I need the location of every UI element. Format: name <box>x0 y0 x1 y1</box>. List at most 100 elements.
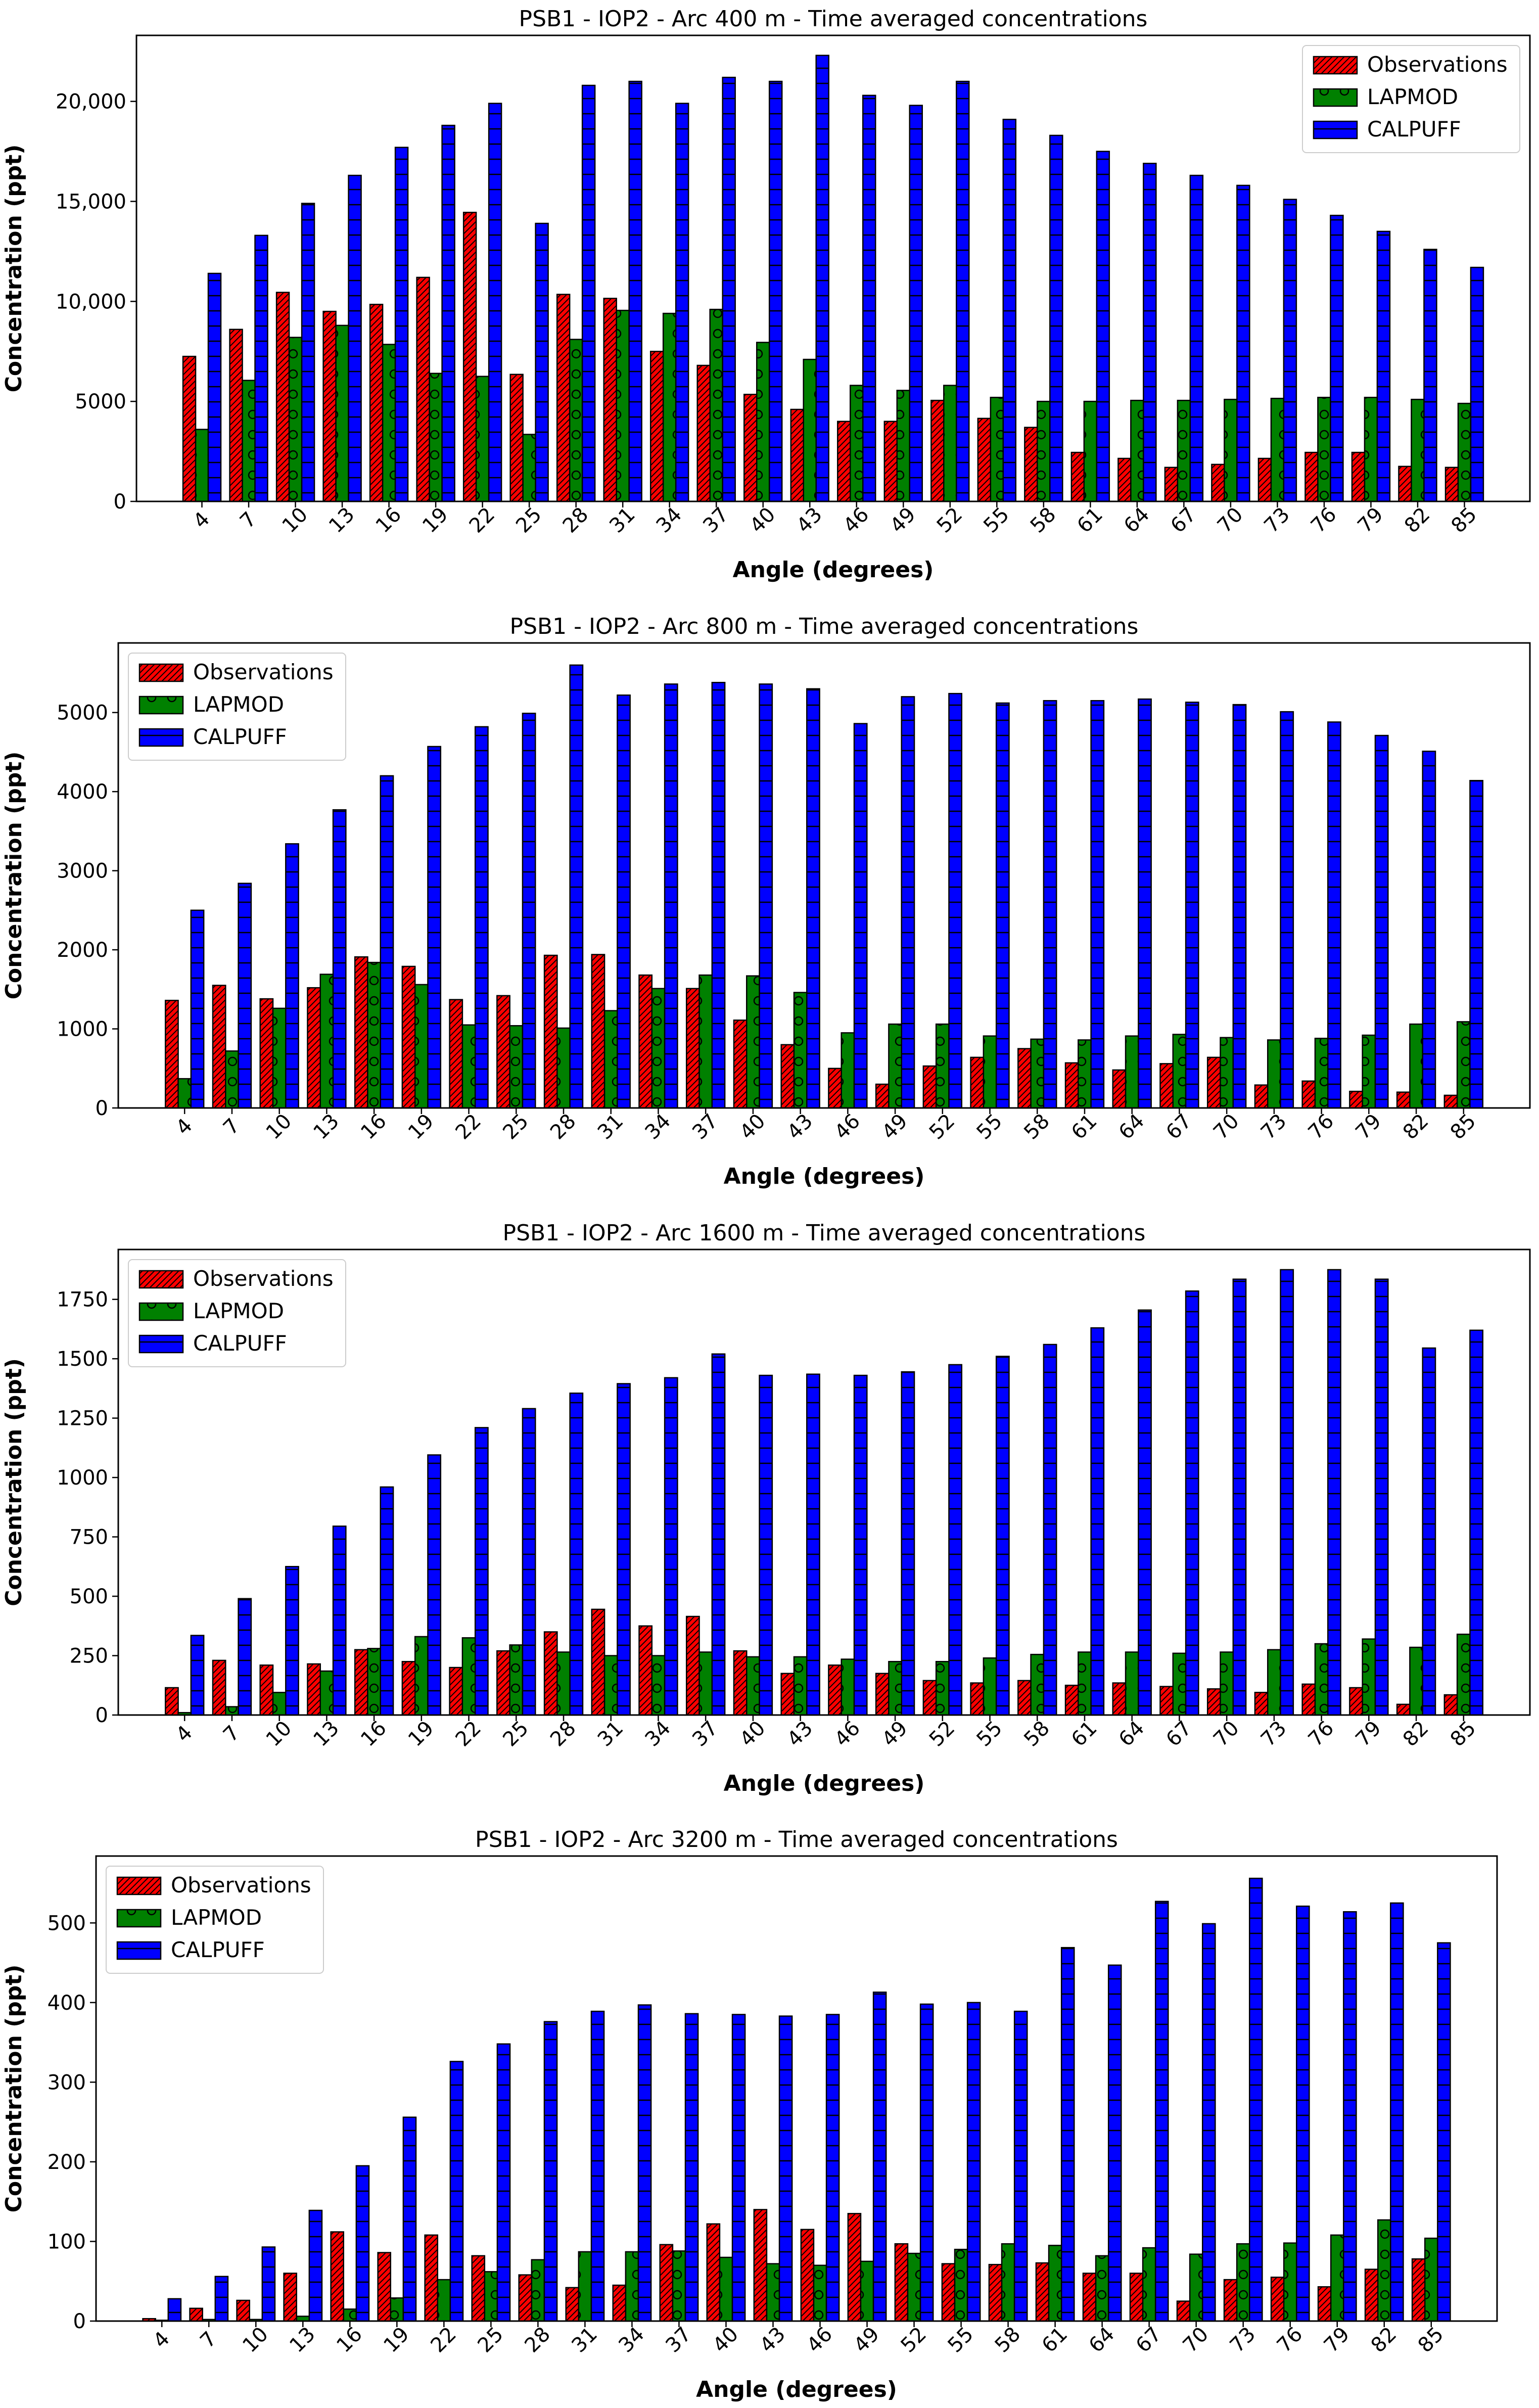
bar-hatch <box>1422 751 1436 1108</box>
bar-hatch <box>1173 1034 1186 1108</box>
bar-hatch <box>942 2263 955 2321</box>
x-axis-label: Angle (degrees) <box>733 557 934 583</box>
bar-hatch <box>841 1659 855 1715</box>
bar-hatch <box>909 105 922 501</box>
plot-frame <box>117 1248 1531 1716</box>
bar-hatch <box>165 1687 178 1715</box>
bar-hatch <box>639 975 652 1108</box>
bar-hatch <box>699 975 712 1108</box>
bar-hatch <box>663 313 676 501</box>
y-tick-label: 15,000 <box>56 190 126 213</box>
bar-hatch <box>790 409 804 501</box>
x-tick-label: 34 <box>652 503 687 538</box>
x-tick-label: 73 <box>1260 503 1294 538</box>
y-tick-label: 4000 <box>57 780 108 804</box>
bar-hatch <box>1237 185 1250 501</box>
bar-hatch <box>1177 2301 1190 2321</box>
x-tick-label: 85 <box>1447 503 1482 538</box>
y-tick-label: 1750 <box>57 1288 108 1312</box>
bar-hatch <box>1424 249 1437 501</box>
y-tick-label: 5000 <box>57 702 108 725</box>
bar-hatch <box>462 1025 476 1108</box>
bar-hatch <box>676 103 689 501</box>
x-tick-label: 61 <box>1067 1109 1102 1144</box>
bar-hatch <box>544 955 557 1108</box>
x-tick-label: 76 <box>1307 503 1341 538</box>
x-tick-label: 4 <box>189 507 215 533</box>
bar-hatch <box>557 1652 570 1715</box>
bar-hatch <box>1091 701 1104 1108</box>
x-tick-label: 16 <box>332 2323 367 2357</box>
y-tick-label: 250 <box>70 1645 108 1668</box>
x-tick-label: 82 <box>1398 1109 1433 1144</box>
bar-hatch <box>523 434 536 501</box>
x-tick-label: 37 <box>688 1109 723 1144</box>
y-tick-label: 0 <box>73 2310 86 2333</box>
bar-hatch <box>989 2264 1002 2321</box>
bar-hatch <box>557 1028 570 1108</box>
x-tick-label: 61 <box>1072 503 1107 538</box>
legend-swatch-hatch <box>139 1271 183 1288</box>
x-tick-label: 31 <box>605 503 640 538</box>
bar-hatch <box>1444 1095 1458 1108</box>
bar-hatch <box>719 2257 733 2321</box>
bar-hatch <box>242 380 255 501</box>
bar-hatch <box>1190 2254 1203 2321</box>
bar-hatch <box>355 1649 368 1715</box>
x-tick-label: 19 <box>379 2323 414 2357</box>
bar-hatch <box>665 1377 678 1715</box>
x-tick-label: 13 <box>309 1109 344 1144</box>
bar-hatch <box>1118 458 1131 501</box>
bar-hatch <box>1031 1654 1044 1715</box>
bar-hatch <box>1061 1948 1075 2321</box>
bar-hatch <box>348 175 361 501</box>
bar-hatch <box>854 1375 867 1715</box>
bar-hatch <box>1458 403 1471 501</box>
bar-hatch <box>1362 1035 1375 1108</box>
chart-title: PSB1 - IOP2 - Arc 800 m - Time averaged … <box>510 614 1139 639</box>
bar-hatch <box>489 103 502 501</box>
bar-hatch <box>336 325 349 501</box>
bar-hatch <box>289 337 302 501</box>
bar-hatch <box>1470 1330 1483 1715</box>
bar-hatch <box>191 1635 204 1715</box>
x-tick-label: 13 <box>285 2323 320 2357</box>
bar-hatch <box>1268 1040 1281 1108</box>
bar-hatch <box>296 2316 309 2321</box>
x-tick-label: 37 <box>698 503 733 538</box>
bar-hatch <box>1190 175 1203 501</box>
bar-hatch <box>841 1033 855 1108</box>
legend-label-calpuff: CALPUFF <box>1367 117 1461 142</box>
bar-hatch <box>165 1000 178 1108</box>
bar-hatch <box>1397 1092 1410 1108</box>
x-tick-label: 49 <box>850 2323 884 2357</box>
bar-hatch <box>1096 2255 1109 2321</box>
legend-label-lapmod: LAPMOD <box>193 1299 284 1323</box>
series-lapmod <box>155 2219 1438 2322</box>
bar-hatch <box>1186 702 1199 1108</box>
x-tick-label: 22 <box>426 2323 461 2357</box>
bar-hatch <box>807 688 820 1108</box>
bar-hatch <box>712 682 725 1108</box>
bar-hatch <box>343 2309 356 2321</box>
y-tick-label: 500 <box>48 1912 86 1935</box>
bar-hatch <box>1050 135 1063 501</box>
y-tick-label: 20,000 <box>56 90 126 114</box>
legend-swatch-hatch <box>117 1877 161 1894</box>
x-tick-label: 79 <box>1351 1717 1386 1751</box>
bar-hatch <box>570 1393 583 1715</box>
bar-hatch <box>476 376 489 501</box>
bar-hatch <box>273 1008 286 1108</box>
bar-hatch <box>901 697 915 1108</box>
x-tick-label: 55 <box>972 1109 1007 1144</box>
bar-hatch <box>1283 199 1296 501</box>
bar-hatch <box>1377 231 1390 501</box>
bar-hatch <box>1375 1279 1388 1715</box>
bar-hatch <box>380 1487 394 1715</box>
x-tick-label: 46 <box>830 1109 865 1144</box>
x-tick-label: 76 <box>1304 1109 1339 1144</box>
chart-panel-psb1-iop2-arc-3200-m-time-averaged-concentrations: PSB1 - IOP2 - Arc 3200 m - Time averaged… <box>1 1827 1498 2402</box>
legend-swatch-hatch <box>117 1910 161 1927</box>
bar-hatch <box>196 429 209 501</box>
bar-hatch <box>923 1066 937 1108</box>
